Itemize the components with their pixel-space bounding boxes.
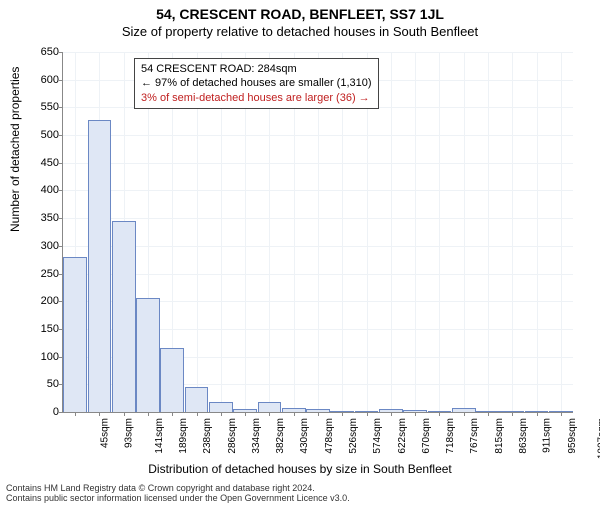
ytick-label: 350 [29,212,59,224]
xtick-label: 959sqm [567,418,578,454]
xtick-mark [269,412,270,416]
ytick-label: 300 [29,240,59,252]
y-axis-label: Number of detached properties [8,67,22,232]
gridline-v [512,52,513,412]
ytick-label: 500 [29,129,59,141]
xtick-label: 718sqm [445,418,456,454]
chart-title-main: 54, CRESCENT ROAD, BENFLEET, SS7 1JL [0,6,600,22]
legend-line-3: 3% of semi-detached houses are larger (3… [141,91,372,105]
xtick-mark [464,412,465,416]
xtick-mark [197,412,198,416]
ytick-label: 100 [29,351,59,363]
histogram-bar [63,257,87,412]
gridline-v [464,52,465,412]
ytick-label: 650 [29,46,59,58]
xtick-mark [99,412,100,416]
x-axis-label: Distribution of detached houses by size … [0,462,600,476]
xtick-label: 670sqm [421,418,432,454]
xtick-label: 526sqm [348,418,359,454]
ytick-label: 550 [29,101,59,113]
legend-annotation: 54 CRESCENT ROAD: 284sqm ← 97% of detach… [134,58,379,109]
ytick-mark [59,190,63,191]
xtick-label: 45sqm [100,418,111,448]
ytick-mark [59,218,63,219]
gridline-v [439,52,440,412]
histogram-bar [136,298,160,412]
histogram-bar [209,402,233,412]
ytick-label: 450 [29,157,59,169]
xtick-mark [488,412,489,416]
ytick-mark [59,135,63,136]
xtick-mark [172,412,173,416]
ytick-label: 0 [29,406,59,418]
ytick-label: 150 [29,323,59,335]
xtick-label: 93sqm [124,418,135,448]
gridline-v [488,52,489,412]
xtick-mark [512,412,513,416]
xtick-mark [342,412,343,416]
histogram-bar [88,120,112,412]
xtick-mark [391,412,392,416]
xtick-mark [75,412,76,416]
ytick-label: 200 [29,295,59,307]
ytick-mark [59,246,63,247]
xtick-label: 815sqm [494,418,505,454]
footer-line-2: Contains public sector information licen… [6,494,350,504]
xtick-mark [245,412,246,416]
xtick-label: 863sqm [518,418,529,454]
histogram-bar [185,387,209,412]
histogram-bar [112,221,136,412]
ytick-label: 600 [29,74,59,86]
xtick-mark [537,412,538,416]
xtick-label: 478sqm [324,418,335,454]
xtick-label: 286sqm [227,418,238,454]
footer-attribution: Contains HM Land Registry data © Crown c… [6,484,350,504]
xtick-label: 622sqm [397,418,408,454]
xtick-label: 238sqm [202,418,213,454]
gridline-v [537,52,538,412]
chart-area: 0501001502002503003504004505005506006504… [62,52,572,412]
gridline-v [391,52,392,412]
xtick-mark [124,412,125,416]
xtick-mark [221,412,222,416]
ytick-mark [59,412,63,413]
histogram-bar [258,402,282,412]
ytick-mark [59,163,63,164]
xtick-mark [561,412,562,416]
legend-line-1: 54 CRESCENT ROAD: 284sqm [141,62,372,76]
ytick-label: 50 [29,378,59,390]
xtick-mark [415,412,416,416]
xtick-label: 334sqm [251,418,262,454]
histogram-bar [160,348,184,412]
xtick-label: 574sqm [372,418,383,454]
ytick-label: 250 [29,268,59,280]
gridline-v [415,52,416,412]
xtick-mark [294,412,295,416]
xtick-label: 911sqm [542,418,553,453]
xtick-label: 382sqm [275,418,286,454]
xtick-label: 1007sqm [596,418,600,459]
chart-title-sub: Size of property relative to detached ho… [0,24,600,39]
xtick-label: 189sqm [178,418,189,454]
xtick-label: 430sqm [300,418,311,454]
xtick-label: 767sqm [470,418,481,454]
ytick-mark [59,107,63,108]
ytick-mark [59,52,63,53]
gridline-v [561,52,562,412]
ytick-mark [59,80,63,81]
xtick-mark [318,412,319,416]
xtick-mark [148,412,149,416]
xtick-mark [439,412,440,416]
legend-line-2: ← 97% of detached houses are smaller (1,… [141,76,372,90]
xtick-mark [367,412,368,416]
xtick-label: 141sqm [154,418,165,454]
ytick-label: 400 [29,184,59,196]
